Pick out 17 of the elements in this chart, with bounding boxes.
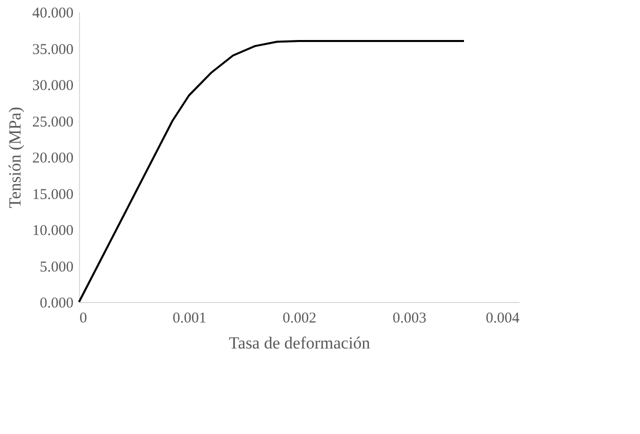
- y-tick-label: 35.000: [32, 42, 74, 58]
- x-tick-label: 0: [80, 310, 87, 326]
- y-tick-label: 5.000: [40, 259, 74, 276]
- y-tick-label: 25.000: [32, 114, 74, 130]
- y-tick-label: 0.000: [40, 296, 74, 312]
- x-tick-label: 0.004: [486, 310, 520, 326]
- line-series: [78, 40, 465, 303]
- y-tick-label: 20.000: [32, 150, 74, 166]
- y-tick-label: 30.000: [32, 78, 74, 94]
- x-tick-label: 0.003: [392, 310, 426, 326]
- y-axis-title: Tensión (MPa): [5, 106, 24, 208]
- y-tick-label: 40.000: [32, 6, 74, 22]
- y-tick-label: 10.000: [32, 223, 74, 239]
- x-axis-title: Tasa de deformación: [228, 334, 371, 352]
- x-tick-label: 0.001: [172, 310, 206, 326]
- y-tick-label: 15.000: [32, 186, 74, 203]
- x-tick-label: 0.002: [282, 310, 316, 326]
